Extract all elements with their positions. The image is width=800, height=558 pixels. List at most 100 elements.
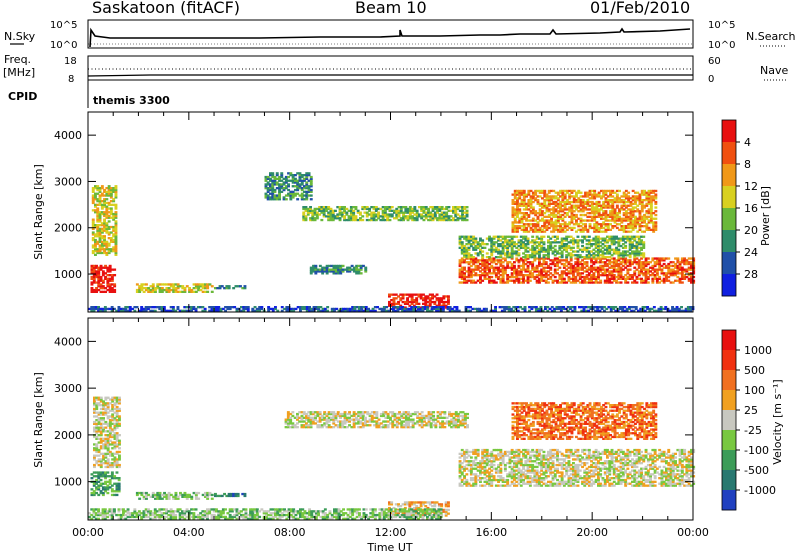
heatmap-cell	[391, 206, 394, 208]
heatmap-cell	[636, 281, 639, 283]
freq-top-tick: 18	[64, 56, 77, 67]
heatmap-cell	[556, 236, 559, 238]
heatmap-cell	[654, 190, 657, 192]
heatmap-cell	[211, 498, 214, 500]
heatmap-cell	[481, 239, 484, 241]
heatmap-cell	[310, 194, 313, 196]
heatmap-cell	[635, 306, 638, 308]
nsky-label: N.Sky	[4, 30, 36, 43]
heatmap-cell	[342, 265, 345, 267]
heatmap-cell	[177, 306, 180, 308]
heatmap-cell	[642, 241, 645, 243]
nsky-panel: N.Sky 10^5 10^0 10^5 10^0 N.Search	[4, 20, 796, 51]
heatmap-cell	[310, 189, 313, 191]
heatmap-cell	[658, 276, 661, 278]
heatmap-cell	[355, 206, 358, 208]
heatmap-cell	[549, 267, 552, 269]
heatmap-cell	[211, 285, 214, 287]
heatmap-cell	[101, 185, 104, 187]
heatmap-cell	[616, 205, 619, 207]
heatmap-cell	[486, 243, 489, 245]
heatmap-cell	[361, 215, 364, 217]
freq-label: Freq.	[4, 53, 31, 66]
heatmap-cell	[172, 306, 175, 308]
colorbar-swatch	[722, 274, 736, 296]
heatmap-cell	[334, 210, 337, 212]
heatmap-cell	[118, 434, 121, 436]
heatmap-cell	[543, 241, 546, 243]
cpid-panel: CPID themis 3300	[8, 80, 170, 108]
heatmap-cell	[109, 265, 112, 267]
heatmap-cell	[308, 172, 311, 174]
heatmap-cell	[554, 245, 557, 247]
colorbar-swatch	[722, 208, 736, 230]
freq-trace	[88, 75, 693, 76]
colorbar-swatch	[722, 120, 736, 142]
heatmap-cell	[518, 208, 521, 210]
heatmap-cell	[163, 306, 166, 308]
heatmap-cell	[310, 198, 313, 200]
heatmap-cell	[484, 247, 487, 249]
heatmap-cell	[136, 306, 139, 308]
heatmap-cell	[355, 215, 358, 217]
heatmap-cell	[118, 423, 121, 425]
heatmap-cell	[115, 185, 118, 187]
heatmap-cell	[593, 190, 596, 192]
heatmap-cell	[138, 498, 141, 500]
heatmap-cell	[118, 440, 121, 442]
colorbar-tick-label: 4	[744, 136, 751, 149]
heatmap-cell	[654, 210, 657, 212]
heatmap-cell	[629, 269, 632, 271]
heatmap-cell	[642, 252, 645, 254]
heatmap-cell	[118, 477, 121, 479]
heatmap-cell	[197, 492, 200, 494]
y-tick-label: 3000	[54, 175, 82, 188]
heatmap-cell	[474, 238, 477, 240]
colorbar-swatch	[722, 142, 736, 164]
heatmap-cell	[247, 306, 250, 308]
heatmap-cell	[618, 190, 621, 192]
heatmap-cell	[513, 265, 516, 267]
heatmap-cell	[105, 198, 108, 200]
beam-title: Beam 10	[355, 0, 427, 17]
heatmap-cell	[654, 221, 657, 223]
colorbar-tick-label: 20	[744, 224, 758, 237]
heatmap-cell	[190, 496, 193, 498]
heatmap-cell	[310, 176, 313, 178]
heatmap-cell	[472, 256, 475, 258]
heatmap-cell	[361, 219, 364, 221]
colorbar-tick-label: 8	[744, 158, 751, 171]
heatmap-cell	[654, 214, 657, 216]
heatmap-cell	[481, 250, 484, 252]
heatmap-cell	[106, 471, 109, 473]
heatmap-cell	[118, 447, 121, 449]
heatmap-cell	[463, 267, 466, 269]
heatmap-cell	[271, 172, 274, 174]
heatmap-cell	[531, 236, 534, 238]
y-tick-label: 4000	[54, 129, 82, 142]
heatmap-cell	[667, 257, 670, 259]
heatmap-cell	[642, 236, 645, 238]
heatmap-cell	[115, 211, 118, 213]
heatmap-cell	[494, 306, 497, 308]
heatmap-cell	[481, 254, 484, 256]
heatmap-cell	[197, 498, 200, 500]
y-tick-label: 1000	[54, 268, 82, 281]
power-colorbar-label: Power [dB]	[759, 186, 772, 246]
heatmap-cell	[515, 236, 518, 238]
heatmap-cell	[413, 206, 416, 208]
date-title: 01/Feb/2010	[590, 0, 690, 17]
heatmap-cell	[113, 269, 116, 271]
heatmap-cell	[680, 306, 683, 308]
nave-top-tick: 60	[708, 56, 721, 67]
heatmap-cell	[385, 306, 388, 308]
heatmap-cell	[676, 257, 679, 259]
heatmap-cell	[287, 183, 290, 185]
heatmap-cell	[617, 249, 620, 251]
heatmap-cell	[575, 214, 578, 216]
heatmap-cell	[100, 397, 103, 399]
heatmap-cell	[118, 483, 121, 485]
heatmap-cell	[577, 236, 580, 238]
heatmap-cell	[204, 308, 207, 310]
power-ylabel: Slant Range [km]	[32, 164, 45, 260]
